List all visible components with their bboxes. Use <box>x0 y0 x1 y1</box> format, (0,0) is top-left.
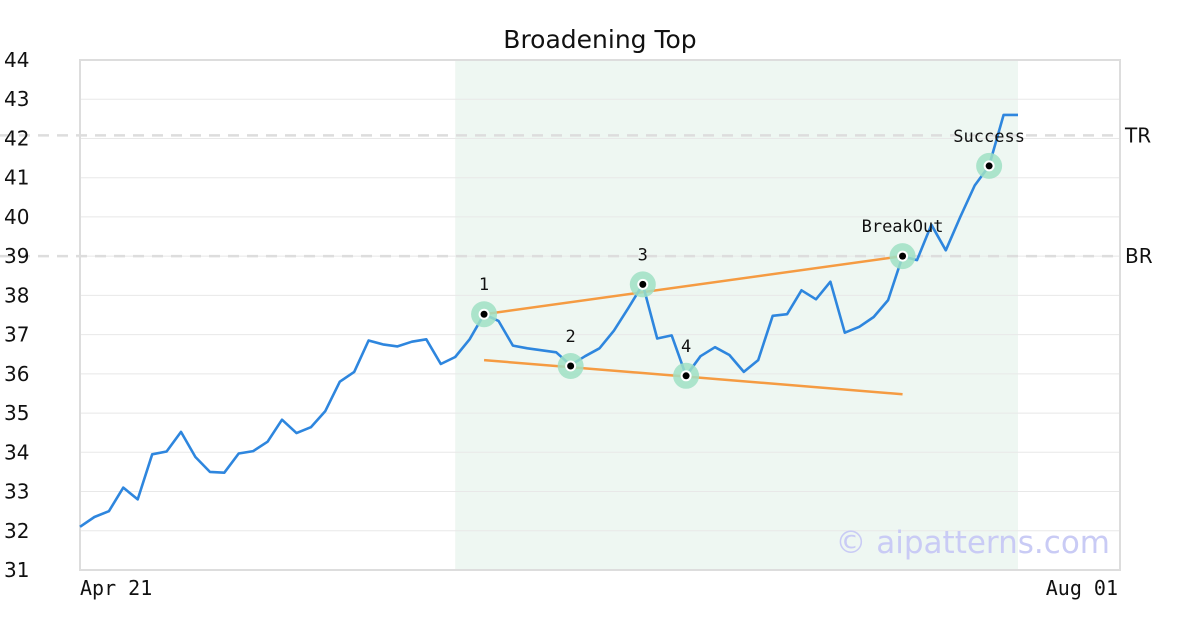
y-tick-label: 36 <box>4 362 29 386</box>
y-tick-label: 39 <box>4 244 29 268</box>
pivot-marker-dot <box>639 280 647 288</box>
y-tick-label: 33 <box>4 480 29 504</box>
horizontal-lines-layer: TR BR <box>0 123 1153 268</box>
y-tick-label: 42 <box>4 126 29 150</box>
y-tick-label: 38 <box>4 283 29 307</box>
pivot-marker-dot <box>682 372 690 380</box>
reference-line-label: BR <box>1125 244 1153 268</box>
x-axis-ticks: Apr 21 Aug 01 <box>80 576 1118 600</box>
x-tick-label: Aug 01 <box>1046 576 1118 600</box>
y-tick-label: 40 <box>4 205 29 229</box>
pivot-marker-dot <box>985 162 993 170</box>
y-tick-label: 41 <box>4 166 29 190</box>
pivot-marker-dot <box>899 252 907 260</box>
pivot-marker-dot <box>567 362 575 370</box>
reference-line-label: TR <box>1124 123 1151 147</box>
y-tick-label: 31 <box>4 558 29 582</box>
y-axis-ticks: 31 32 33 34 35 36 37 38 39 40 41 42 43 44 <box>4 48 29 582</box>
pivot-label: 2 <box>566 327 576 347</box>
y-tick-label: 43 <box>4 87 29 111</box>
highlight-region <box>455 60 1018 570</box>
watermark: © aipatterns.com <box>835 525 1110 561</box>
y-tick-label: 34 <box>4 440 29 464</box>
plot-frame <box>79 59 1121 571</box>
pivot-label: BreakOut <box>862 217 944 237</box>
y-tick-label: 32 <box>4 519 29 543</box>
pivot-label: 1 <box>479 275 489 295</box>
y-tick-label: 37 <box>4 323 29 347</box>
chart-title: Broadening Top <box>503 25 696 54</box>
price-series-line <box>79 113 1018 528</box>
markers-layer: 1 2 3 4 BreakOut Success <box>471 127 1025 389</box>
y-tick-label: 44 <box>4 48 29 72</box>
y-tick-label: 35 <box>4 401 29 425</box>
pivot-label: 3 <box>638 245 648 265</box>
pivot-marker-dot <box>480 310 488 318</box>
trendline <box>483 254 903 316</box>
pivot-label: 4 <box>681 337 691 357</box>
pivot-label: Success <box>953 127 1025 147</box>
series-layer <box>79 113 1018 528</box>
x-tick-label: Apr 21 <box>80 576 152 600</box>
highlight-region-layer <box>455 60 1018 570</box>
